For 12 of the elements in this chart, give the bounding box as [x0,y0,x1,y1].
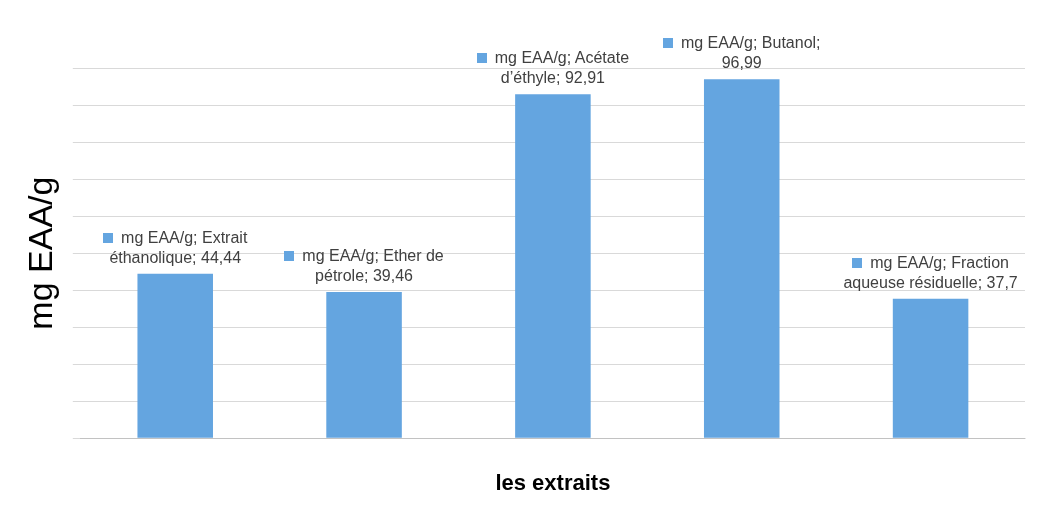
y-axis-title: mg EAA/g [20,176,59,330]
data-label: mg EAA/g; Extrait éthanolique; 44,44 [108,227,249,268]
bar [326,292,402,438]
data-label: mg EAA/g; Fraction aqueuse résiduelle; 37,7 [842,252,1019,293]
data-label: mg EAA/g; Acétate d’éthyle; 92,91 [493,48,631,89]
bar [137,273,213,438]
data-label: mg EAA/g; Butanol; 96,99 [679,33,822,74]
data-label: mg EAA/g; Ether de pétrole; 39,46 [301,246,445,287]
bar [703,79,780,438]
x-axis-title: les extraits [495,469,611,495]
bar [515,94,591,438]
bar [892,298,969,438]
